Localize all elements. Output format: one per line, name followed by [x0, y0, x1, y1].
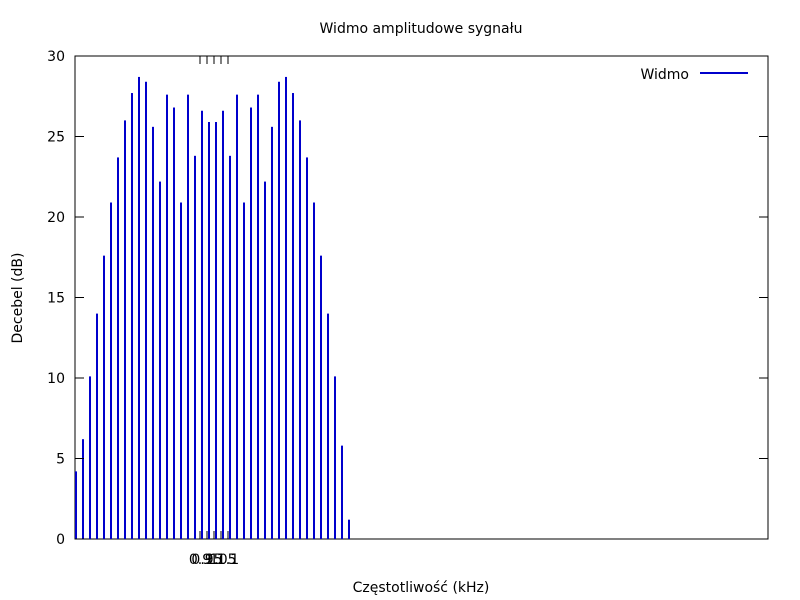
bar [222, 110, 224, 540]
bar [110, 202, 112, 539]
bar [103, 255, 105, 539]
bar [299, 120, 301, 540]
bar [341, 445, 343, 539]
plot-frame [74, 55, 769, 540]
bar [159, 181, 161, 539]
bar [243, 202, 245, 539]
chart-title: Widmo amplitudowe sygnału [320, 21, 523, 37]
y-axis-ticks: 0 5 10 15 20 25 30 [47, 49, 768, 548]
bar [145, 81, 147, 539]
legend-label-widmo: Widmo [640, 67, 689, 83]
y-tick-label: 15 [47, 291, 65, 307]
bar [138, 76, 140, 540]
bar [264, 181, 266, 539]
bar [124, 120, 126, 540]
bar [313, 202, 315, 539]
bar [215, 122, 217, 539]
x-tick-label: 1 [210, 552, 219, 568]
bar [306, 157, 308, 539]
x-tick-label: 0.95 [191, 552, 222, 568]
bar [285, 76, 287, 540]
legend: Widmo [640, 67, 748, 83]
bar [180, 202, 182, 539]
y-tick-label: 0 [56, 532, 65, 548]
bar [208, 122, 210, 539]
bar [89, 376, 91, 539]
plot-border [74, 55, 769, 540]
bar [194, 155, 196, 539]
bar [236, 94, 238, 539]
bar [327, 313, 329, 539]
bar [82, 439, 84, 539]
bar [173, 107, 175, 540]
bar [257, 94, 259, 539]
y-tick-label: 5 [56, 452, 65, 468]
bar [75, 471, 77, 539]
bar [278, 81, 280, 539]
bar [334, 376, 336, 539]
bar [250, 107, 252, 540]
y-tick-label: 10 [47, 371, 65, 387]
bar [187, 94, 189, 539]
bar [96, 313, 98, 539]
bar [152, 126, 154, 539]
bar [117, 157, 119, 539]
x-axis-label: Częstotliwość (kHz) [353, 580, 490, 596]
bar [320, 255, 322, 539]
bar [271, 126, 273, 539]
y-axis-label: Decebel (dB) [10, 253, 26, 344]
bar [229, 155, 231, 539]
y-tick-label: 25 [47, 130, 65, 146]
x-tick-label: 0.9 [189, 552, 211, 568]
y-tick-label: 30 [47, 49, 65, 65]
x-tick-label: 1.05 [205, 552, 236, 568]
bar [166, 94, 168, 539]
bar [348, 519, 350, 539]
bar [131, 93, 133, 539]
y-tick-label: 20 [47, 210, 65, 226]
bars-group [75, 76, 350, 540]
bar [201, 110, 203, 540]
x-tick-label: 1.1 [217, 552, 239, 568]
bar [292, 93, 294, 539]
